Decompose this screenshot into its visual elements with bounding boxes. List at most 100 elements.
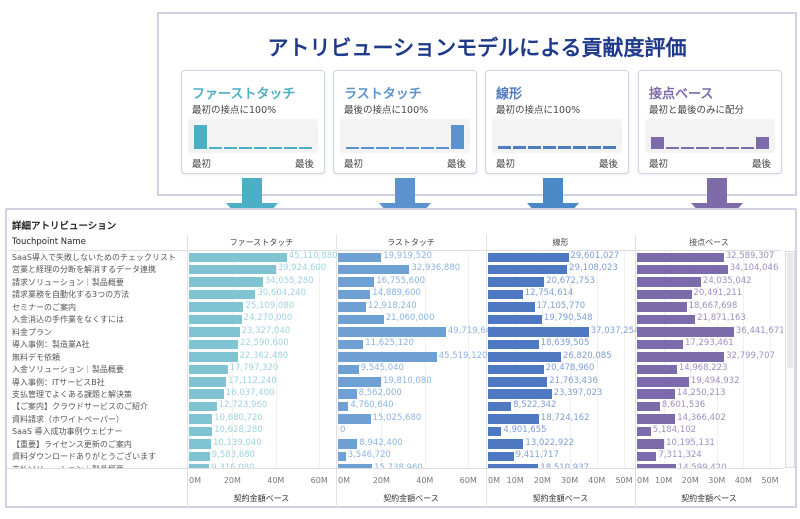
- bar[interactable]: [189, 314, 242, 325]
- column-header[interactable]: 線形: [552, 238, 569, 247]
- bar[interactable]: [189, 377, 227, 387]
- bar[interactable]: [637, 327, 734, 337]
- bar[interactable]: [488, 439, 524, 449]
- bar[interactable]: [488, 277, 545, 287]
- bar[interactable]: [189, 264, 276, 275]
- bar[interactable]: [189, 327, 240, 337]
- bar[interactable]: [189, 426, 213, 437]
- table-row[interactable]: 支払管理でよくある課題と解決策 16,037,400 8,562,000 23,…: [7, 388, 783, 401]
- bar[interactable]: [338, 252, 382, 262]
- vertical-scrollbar[interactable]: [785, 251, 795, 468]
- bar[interactable]: [189, 364, 228, 375]
- table-row[interactable]: 請求ソリューション｜製品概要 34,055,280 16,755,600 20,…: [7, 276, 783, 289]
- bar[interactable]: [338, 377, 381, 387]
- bar[interactable]: [637, 439, 665, 449]
- bar[interactable]: [637, 426, 651, 437]
- table-row[interactable]: 導入事例：製造業A社 22,590,600 11,625,120 18,639,…: [7, 338, 783, 351]
- table-row[interactable]: 支払ソリューション｜製品概要 9,316,080 15,738,960 18,5…: [7, 463, 783, 468]
- table-row[interactable]: 導入事例：ITサービスB社 17,112,240 19,810,080 21,7…: [7, 376, 783, 389]
- bar[interactable]: [189, 302, 244, 312]
- bar[interactable]: [488, 389, 552, 399]
- bar[interactable]: [338, 389, 357, 399]
- bar[interactable]: [488, 339, 539, 350]
- bar[interactable]: [338, 364, 359, 375]
- bar-value-label: 18,724,162: [540, 412, 590, 423]
- bar[interactable]: [488, 352, 561, 362]
- bar[interactable]: [338, 414, 371, 424]
- bar[interactable]: [338, 302, 367, 312]
- table-row[interactable]: 料金プラン 23,327,040 49,719,640 37,037,254 3…: [7, 326, 783, 339]
- bar[interactable]: [338, 264, 410, 275]
- bar[interactable]: [488, 327, 589, 337]
- bar[interactable]: [488, 401, 512, 412]
- bar[interactable]: [637, 314, 696, 325]
- bar[interactable]: [189, 289, 256, 300]
- bar[interactable]: [189, 339, 239, 350]
- bar[interactable]: [189, 389, 224, 399]
- table-row[interactable]: 入金消込の手作業をなくすには 24,270,000 21,060,000 19,…: [7, 313, 783, 326]
- bar[interactable]: [488, 289, 523, 300]
- table-row[interactable]: 【重要】ライセンス更新のご案内 10,139,040 8,942,400 13,…: [7, 438, 783, 451]
- bar[interactable]: [637, 277, 701, 287]
- touchpoint-name-header[interactable]: Touchpoint Name: [12, 237, 86, 247]
- bar[interactable]: [488, 364, 544, 375]
- bar[interactable]: [189, 414, 213, 424]
- bar[interactable]: [637, 389, 675, 399]
- table-row[interactable]: 【ご案内】クラウドサービスのご紹介 12,723,960 4,760,640 8…: [7, 400, 783, 413]
- bar[interactable]: [488, 426, 502, 437]
- bar[interactable]: [637, 252, 724, 262]
- table-row[interactable]: 資料ダウンロードありがとうございます 9,583,680 3,546,720 9…: [7, 450, 783, 463]
- bar[interactable]: [338, 277, 375, 287]
- table-row[interactable]: 入金ソリューション｜製品概要 17,797,320 9,545,040 20,4…: [7, 363, 783, 376]
- bar[interactable]: [189, 451, 210, 462]
- bar[interactable]: [189, 464, 210, 468]
- column-header[interactable]: 接点ベース: [689, 238, 729, 247]
- bar[interactable]: [488, 314, 542, 325]
- bar[interactable]: [189, 352, 238, 362]
- weight-bar: [711, 147, 724, 149]
- bar[interactable]: [338, 314, 384, 325]
- bar[interactable]: [637, 339, 683, 350]
- table-row[interactable]: 無料デモ依頼 22,362,480 45,519,120 26,820,085 …: [7, 351, 783, 364]
- bar[interactable]: [488, 252, 569, 262]
- bar[interactable]: [338, 439, 358, 449]
- bar[interactable]: [488, 302, 535, 312]
- bar[interactable]: [637, 302, 687, 312]
- bar[interactable]: [338, 339, 364, 350]
- bar[interactable]: [637, 377, 689, 387]
- table-row[interactable]: SaaS導入で失敗しないためのチェックリスト 45,110,880 19,919…: [7, 251, 783, 264]
- bar[interactable]: [637, 451, 657, 462]
- bar[interactable]: [637, 352, 725, 362]
- bar[interactable]: [338, 352, 437, 362]
- down-arrow-icon: [379, 178, 431, 238]
- bar[interactable]: [637, 464, 676, 468]
- bar[interactable]: [488, 451, 514, 462]
- column-header[interactable]: ラストタッチ: [387, 238, 435, 247]
- bar[interactable]: [338, 401, 349, 412]
- column-header[interactable]: ファーストタッチ: [229, 238, 294, 247]
- scrollbar-thumb[interactable]: [787, 253, 793, 368]
- table-row[interactable]: SaaS 導入成功事例ウェビナー 10,628,280 0 4,901,655 …: [7, 425, 783, 438]
- bar[interactable]: [338, 289, 371, 300]
- bar[interactable]: [488, 464, 539, 468]
- bar[interactable]: [189, 277, 263, 287]
- bar[interactable]: [189, 252, 287, 262]
- bar[interactable]: [338, 451, 346, 462]
- table-row[interactable]: 資料請求（ホワイトペーパー） 10,680,720 15,025,680 18,…: [7, 413, 783, 426]
- bar[interactable]: [637, 401, 660, 412]
- bar[interactable]: [488, 414, 539, 424]
- bar[interactable]: [488, 264, 568, 275]
- table-row[interactable]: 請求業務を自動化する3つの方法 30,604,240 14,889,600 12…: [7, 288, 783, 301]
- bar[interactable]: [338, 327, 446, 337]
- bar[interactable]: [637, 264, 728, 275]
- bar[interactable]: [637, 364, 677, 375]
- table-row[interactable]: セミナーのご案内 25,109,080 12,918,240 17,105,77…: [7, 301, 783, 314]
- weight-bar: [194, 125, 207, 149]
- bar[interactable]: [189, 439, 211, 449]
- bar[interactable]: [338, 464, 373, 468]
- bar[interactable]: [189, 401, 217, 412]
- bar[interactable]: [637, 414, 676, 424]
- bar[interactable]: [637, 289, 692, 300]
- table-row[interactable]: 営業と経理の分断を解消するデータ連携 39,924,600 32,936,880…: [7, 263, 783, 276]
- bar[interactable]: [488, 377, 548, 387]
